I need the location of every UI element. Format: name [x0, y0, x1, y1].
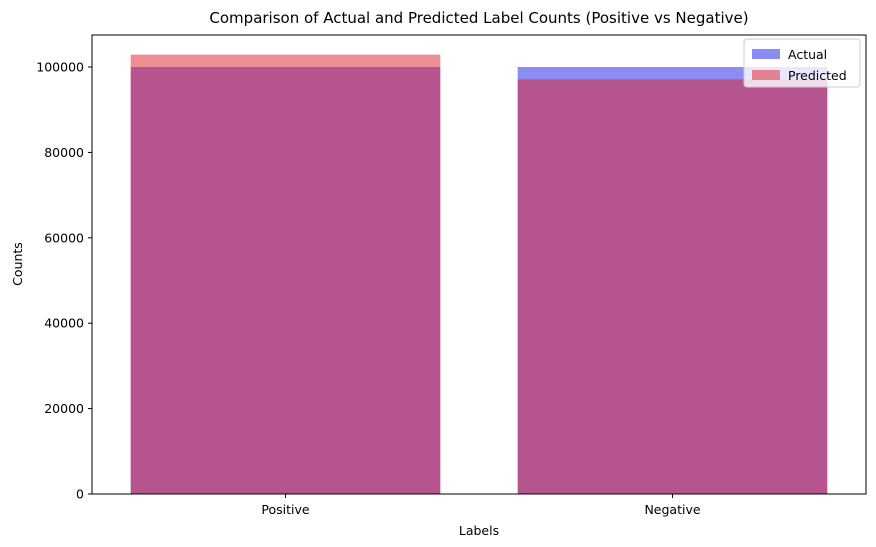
- plot-frame: [91, 34, 867, 495]
- legend-swatch-predicted: [752, 70, 780, 80]
- legend-label-actual: Actual: [788, 47, 827, 62]
- x-tick-label: Negative: [644, 502, 700, 517]
- y-tick-label: 20000: [44, 401, 84, 416]
- x-axis: Positive Negative: [261, 494, 701, 517]
- bar-predicted-positive: [130, 54, 441, 494]
- chart-title: Comparison of Actual and Predicted Label…: [209, 9, 748, 27]
- y-tick-label: 40000: [44, 316, 84, 331]
- y-axis: 0 20000 40000 60000 80000 100000: [36, 60, 92, 502]
- legend: Actual Predicted: [743, 38, 861, 88]
- x-axis-label: Labels: [459, 523, 499, 538]
- bar-predicted-negative: [517, 79, 828, 494]
- y-tick-label: 0: [76, 487, 84, 502]
- x-tick-label: Positive: [261, 502, 309, 517]
- y-tick-label: 100000: [36, 60, 84, 75]
- legend-swatch-actual: [752, 49, 780, 59]
- y-axis-label: Counts: [10, 242, 25, 286]
- bars-group: [130, 54, 828, 494]
- y-tick-label: 60000: [44, 230, 84, 245]
- legend-label-predicted: Predicted: [788, 68, 847, 83]
- y-tick-label: 80000: [44, 145, 84, 160]
